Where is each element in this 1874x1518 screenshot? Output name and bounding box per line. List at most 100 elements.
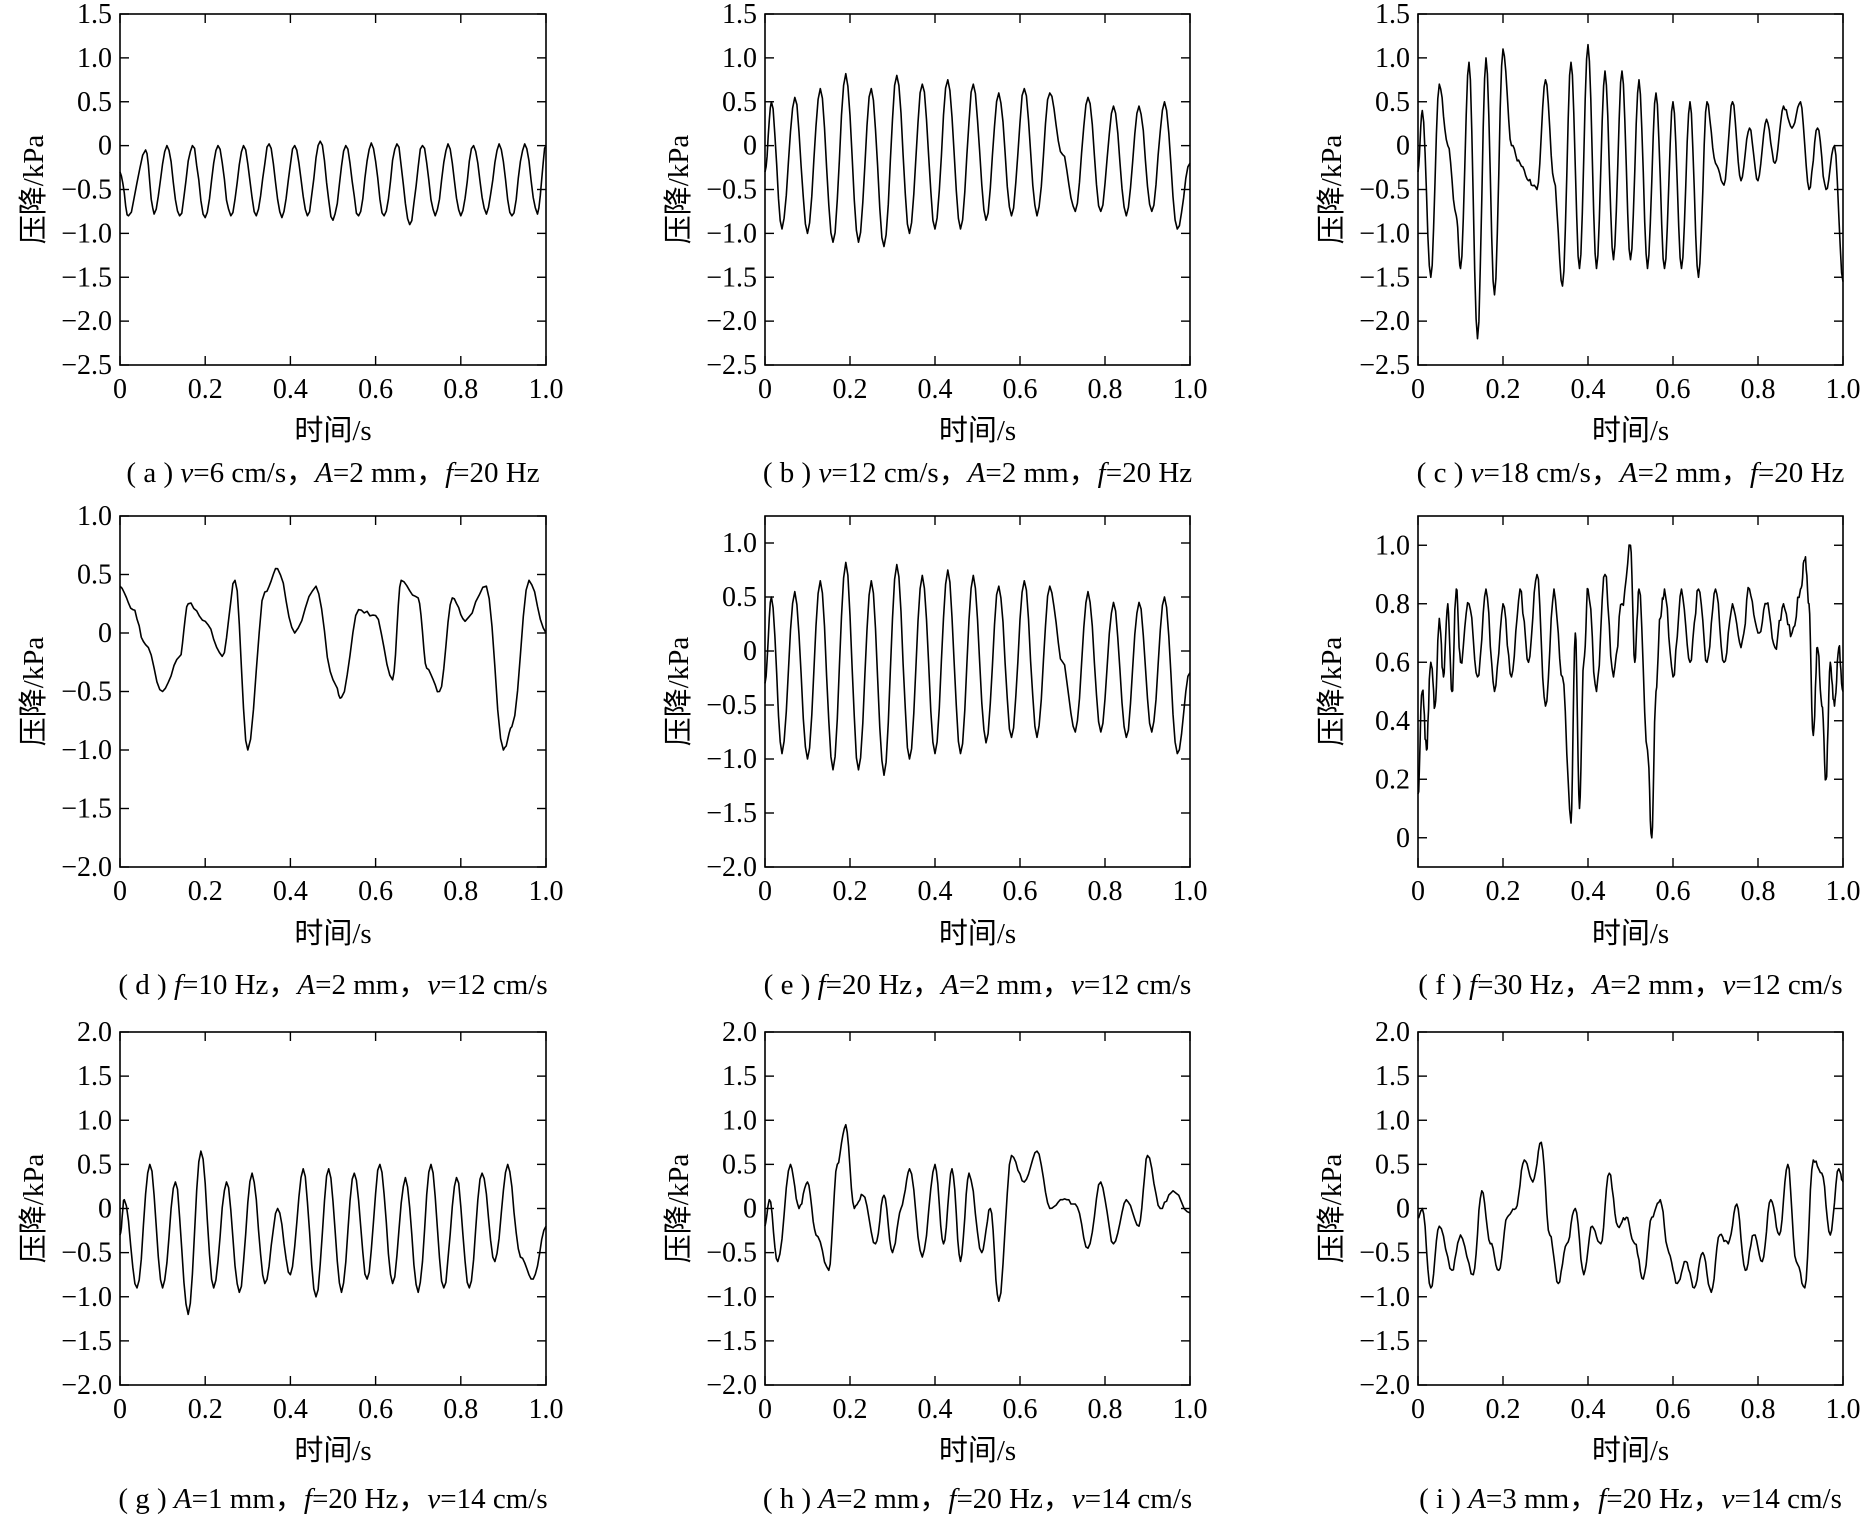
x-tick-label: 0.4 (273, 374, 308, 405)
x-tick-label: 1.0 (1173, 1394, 1208, 1425)
y-tick-label: −1.5 (706, 262, 757, 293)
y-tick-label: −2.0 (706, 852, 757, 883)
y-tick-label: 1.5 (722, 0, 757, 30)
caption-text: =18 cm/s， (1483, 457, 1619, 489)
caption-text: =20 Hz (1758, 457, 1845, 489)
x-tick-label: 0.8 (1088, 1394, 1123, 1425)
x-axis-title: 时间/s (1592, 414, 1669, 447)
x-tick-label: 0.6 (1003, 374, 1038, 405)
x-tick-label: 0.4 (1571, 876, 1606, 907)
x-tick-label: 0.8 (1741, 374, 1776, 405)
x-tick-label: 0.8 (443, 1394, 478, 1425)
caption-text: =2 mm， (836, 1483, 948, 1515)
y-tick-label: 0.5 (1375, 1149, 1410, 1180)
x-tick-label: 0.4 (918, 876, 953, 907)
caption-variable: A (1466, 1483, 1486, 1515)
x-tick-label: 0.2 (833, 1394, 868, 1425)
x-tick-label: 0 (1411, 876, 1425, 907)
x-tick-label: 0.8 (443, 374, 478, 405)
series-line (119, 567, 547, 751)
x-tick-label: 0.6 (358, 374, 393, 405)
x-tick-label: 0.8 (1741, 876, 1776, 907)
panel-caption: ( d ) f=10 Hz，A=2 mm，v=12 cm/s (118, 969, 547, 1001)
x-tick-label: 1.0 (529, 876, 564, 907)
y-tick-label: 0.2 (1375, 764, 1410, 795)
y-tick-label: 0 (98, 1194, 112, 1225)
caption-variable: v (818, 457, 831, 489)
caption-text: =1 mm， (192, 1483, 304, 1515)
y-tick-label: −0.5 (706, 175, 757, 206)
y-tick-label: 1.5 (722, 1061, 757, 1092)
y-tick-label: −1.5 (61, 1326, 112, 1357)
caption-text: =2 mm， (333, 457, 445, 489)
y-axis-title: 压降/kPa (17, 637, 50, 747)
panel-caption: ( g ) A=1 mm，f=20 Hz，v=14 cm/s (118, 1483, 547, 1515)
y-tick-label: 0.5 (722, 582, 757, 613)
caption-text: =2 mm， (1610, 969, 1722, 1001)
caption-text: =2 mm， (1638, 457, 1750, 489)
y-axis-title: 压降/kPa (1315, 1154, 1348, 1264)
y-tick-label: −1.0 (61, 218, 112, 249)
y-tick-label: 0 (1396, 131, 1410, 162)
caption-text: ( h ) (763, 1483, 819, 1515)
y-tick-label: −2.5 (1359, 350, 1410, 381)
y-tick-label: 0 (743, 1194, 757, 1225)
caption-text: =14 cm/s (440, 1483, 547, 1515)
y-tick-label: −1.0 (1359, 1282, 1410, 1313)
x-tick-label: 0.8 (1741, 1394, 1776, 1425)
plot-frame (119, 13, 547, 366)
x-tick-label: 0.8 (1088, 876, 1123, 907)
y-axis-title: 压降/kPa (1315, 637, 1348, 747)
caption-text: =20 Hz， (312, 1483, 427, 1515)
caption-text: =20 Hz (1106, 457, 1193, 489)
panel-caption: ( a ) v=6 cm/s，A=2 mm，f=20 Hz (126, 457, 539, 489)
caption-variable: A (966, 457, 986, 489)
y-tick-label: −1.5 (1359, 262, 1410, 293)
caption-text: =14 cm/s (1735, 1483, 1842, 1515)
panel-d: 0 0.2 0.4 0.6 0.8 1.0 1.0 0.5 0 −0.5 −1.0 −1.5 −2.0 时… (17, 501, 564, 1001)
y-tick-label: 0.5 (77, 560, 112, 591)
caption-text: =20 Hz (453, 457, 540, 489)
x-tick-label: 0.2 (1486, 374, 1521, 405)
x-tick-label: 1.0 (1173, 374, 1208, 405)
panel-f: 0 0.2 0.4 0.6 0.8 1.0 1.0 0.8 0.6 0.4 0.2 0 时间/s 压降/k… (1315, 515, 1861, 1001)
x-tick-label: 0.6 (358, 1394, 393, 1425)
y-tick-label: 1.0 (1375, 1105, 1410, 1136)
x-tick-label: 1.0 (1173, 876, 1208, 907)
x-tick-label: 0.4 (918, 374, 953, 405)
x-tick-label: 1.0 (1826, 374, 1861, 405)
y-tick-label: −1.0 (706, 744, 757, 775)
x-tick-label: 1.0 (529, 374, 564, 405)
x-axis-title: 时间/s (1592, 917, 1669, 950)
y-axis-title: 压降/kPa (1315, 135, 1348, 245)
x-tick-label: 0.6 (1656, 374, 1691, 405)
x-tick-label: 0 (1411, 1394, 1425, 1425)
panel-h: 0 0.2 0.4 0.6 0.8 1.0 2.0 1.5 1.0 0.5 0 −0.5 −1.0 −1.… (662, 1017, 1208, 1515)
caption-variable: A (1591, 969, 1611, 1001)
x-tick-label: 0 (758, 374, 772, 405)
series-line (1417, 544, 1844, 839)
caption-variable: A (172, 1483, 192, 1515)
caption-text: =2 mm， (315, 969, 427, 1001)
x-tick-label: 0.2 (188, 1394, 223, 1425)
y-tick-label: 1.0 (722, 1105, 757, 1136)
caption-text: =30 Hz， (1477, 969, 1592, 1001)
caption-variable: v (1072, 1483, 1085, 1515)
y-tick-label: −1.0 (706, 1282, 757, 1313)
plot-frame (764, 1031, 1191, 1386)
panel-c: 0 0.2 0.4 0.6 0.8 1.0 1.5 1.0 0.5 0 −0.5 −1.0 −1.5 −2… (1315, 0, 1861, 489)
x-tick-label: 1.0 (1826, 1394, 1861, 1425)
y-tick-label: −0.5 (61, 677, 112, 708)
y-tick-label: −0.5 (1359, 1238, 1410, 1269)
y-tick-label: 1.5 (77, 1061, 112, 1092)
panel-a: 0 0.2 0.4 0.6 0.8 1.0 1.5 1.0 0.5 0 −0.5 −1.0 −1.5 −2… (17, 0, 564, 489)
panel-caption: ( b ) v=12 cm/s，A=2 mm，f=20 Hz (763, 457, 1192, 489)
x-tick-label: 0 (113, 876, 127, 907)
x-tick-label: 0.2 (1486, 876, 1521, 907)
y-tick-label: 0 (98, 618, 112, 649)
y-tick-label: −1.5 (1359, 1326, 1410, 1357)
caption-text: =3 mm， (1486, 1483, 1598, 1515)
x-tick-label: 0.4 (918, 1394, 953, 1425)
y-tick-label: 0.5 (77, 1149, 112, 1180)
